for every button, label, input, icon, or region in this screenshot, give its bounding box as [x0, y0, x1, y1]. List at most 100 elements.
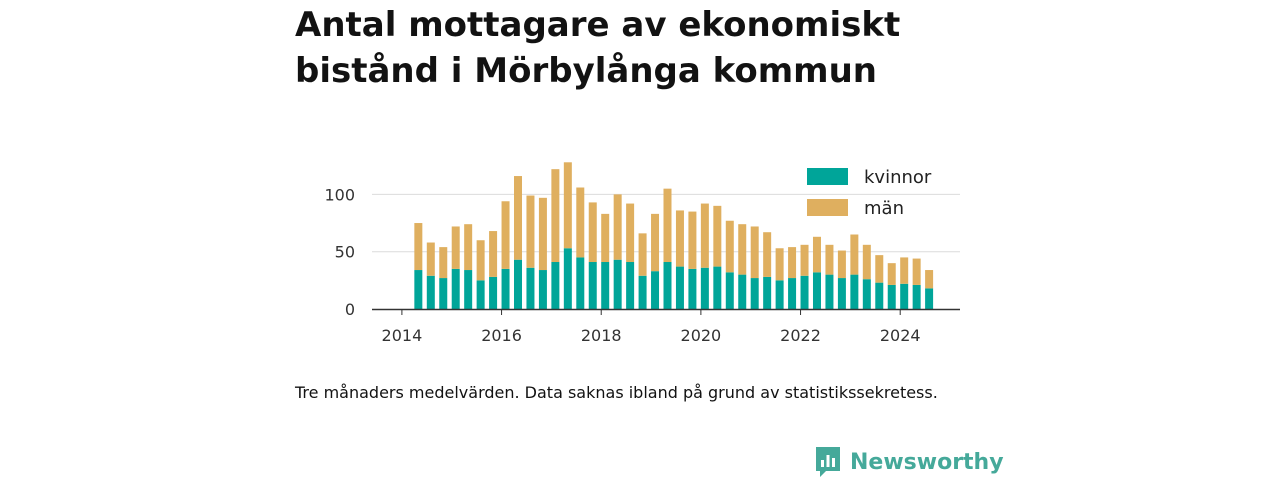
bar-kvinnor-22	[688, 268, 697, 309]
bar-kvinnor-5	[476, 280, 485, 309]
bar-kvinnor-37	[875, 282, 884, 309]
bar-kvinnor-21	[675, 266, 684, 309]
x-tick-label-2014: 2014	[382, 326, 423, 345]
bar-kvinnor-34	[837, 278, 846, 309]
bar-män-6	[489, 231, 498, 277]
bar-män-24	[713, 205, 722, 267]
bar-kvinnor-3	[451, 268, 460, 309]
bar-män-40	[912, 258, 921, 285]
bar-kvinnor-12	[563, 248, 572, 309]
bar-kvinnor-11	[551, 262, 560, 309]
legend-swatch-kvinnor	[807, 168, 848, 185]
bar-män-26	[738, 224, 747, 275]
bar-män-20	[663, 188, 672, 263]
legend-swatch-män	[807, 199, 848, 216]
bar-män-31	[800, 244, 809, 276]
x-tick-label-2016: 2016	[481, 326, 522, 345]
bar-män-10	[538, 197, 547, 271]
bar-män-33	[825, 244, 834, 275]
bar-kvinnor-40	[912, 284, 921, 309]
bar-män-2	[439, 247, 448, 279]
bar-kvinnor-15	[601, 262, 610, 309]
bar-män-8	[514, 176, 523, 260]
bar-män-16	[613, 194, 622, 260]
bar-kvinnor-18	[638, 275, 647, 309]
bar-kvinnor-35	[850, 274, 859, 309]
bar-kvinnor-19	[651, 271, 660, 309]
bar-kvinnor-10	[538, 270, 547, 309]
bar-män-23	[700, 203, 709, 268]
bar-män-41	[925, 270, 934, 289]
bar-kvinnor-30	[788, 278, 797, 309]
bar-män-38	[887, 263, 896, 285]
y-tick-label-100: 100	[324, 185, 355, 204]
bar-män-3	[451, 226, 460, 269]
legend: kvinnor män	[807, 167, 932, 219]
chart-caption: Tre månaders medelvärden. Data saknas ib…	[295, 383, 938, 402]
bar-kvinnor-1	[426, 275, 435, 309]
bar-män-1	[426, 242, 435, 276]
x-tick-label-2020: 2020	[681, 326, 722, 345]
bar-män-22	[688, 211, 697, 269]
bar-kvinnor-16	[613, 259, 622, 309]
bar-kvinnor-23	[700, 267, 709, 309]
bar-män-17	[626, 203, 635, 263]
bar-kvinnor-4	[464, 270, 473, 309]
bar-kvinnor-41	[925, 288, 934, 309]
newsworthy-logo-icon	[816, 447, 840, 477]
bar-kvinnor-7	[501, 268, 510, 309]
bar-män-29	[775, 248, 784, 281]
bar-kvinnor-33	[825, 274, 834, 309]
bars	[414, 162, 934, 309]
bar-kvinnor-0	[414, 270, 423, 309]
bar-män-11	[551, 169, 560, 263]
bar-män-27	[750, 226, 759, 279]
bar-kvinnor-27	[750, 278, 759, 309]
bar-kvinnor-2	[439, 278, 448, 309]
bar-män-14	[588, 202, 597, 263]
legend-label-kvinnor: kvinnor	[864, 167, 932, 188]
brand-logo[interactable]: Newsworthy	[814, 445, 1004, 479]
bar-män-30	[788, 247, 797, 279]
bar-män-34	[837, 250, 846, 279]
bar-kvinnor-38	[887, 284, 896, 309]
x-axis-ticks: 2014 2016 2018 2020 2022 2024	[382, 309, 921, 345]
bar-män-37	[875, 255, 884, 283]
bar-kvinnor-26	[738, 274, 747, 309]
bar-kvinnor-14	[588, 262, 597, 309]
bar-kvinnor-32	[812, 272, 821, 309]
bar-kvinnor-36	[862, 279, 871, 309]
bar-män-32	[812, 236, 821, 273]
bar-män-9	[526, 195, 535, 268]
bar-män-18	[638, 233, 647, 276]
bar-kvinnor-31	[800, 275, 809, 309]
bar-män-35	[850, 234, 859, 275]
bar-män-15	[601, 213, 610, 263]
chart-title: Antal mottagare av ekonomiskt bistånd i …	[295, 5, 901, 91]
bar-kvinnor-25	[725, 272, 734, 309]
y-tick-label-0: 0	[345, 300, 355, 319]
x-tick-label-2022: 2022	[780, 326, 821, 345]
y-tick-label-50: 50	[335, 243, 355, 262]
bar-kvinnor-6	[489, 276, 498, 309]
bar-kvinnor-9	[526, 267, 535, 309]
bar-män-25	[725, 220, 734, 273]
bar-män-19	[651, 213, 660, 272]
bar-män-39	[900, 257, 909, 284]
bar-kvinnor-29	[775, 280, 784, 309]
x-tick-label-2018: 2018	[581, 326, 622, 345]
bar-män-5	[476, 240, 485, 281]
x-tick-label-2024: 2024	[880, 326, 921, 345]
bar-kvinnor-17	[626, 262, 635, 309]
bar-kvinnor-13	[576, 257, 585, 309]
legend-label-män: män	[864, 198, 904, 219]
bar-män-12	[563, 162, 572, 249]
y-axis-ticks: 0 50 100	[324, 185, 355, 319]
bar-män-4	[464, 224, 473, 271]
bar-kvinnor-39	[900, 283, 909, 309]
brand-name: Newsworthy	[850, 449, 1004, 475]
bar-män-28	[763, 232, 772, 277]
bar-män-13	[576, 187, 585, 258]
bar-kvinnor-24	[713, 266, 722, 309]
